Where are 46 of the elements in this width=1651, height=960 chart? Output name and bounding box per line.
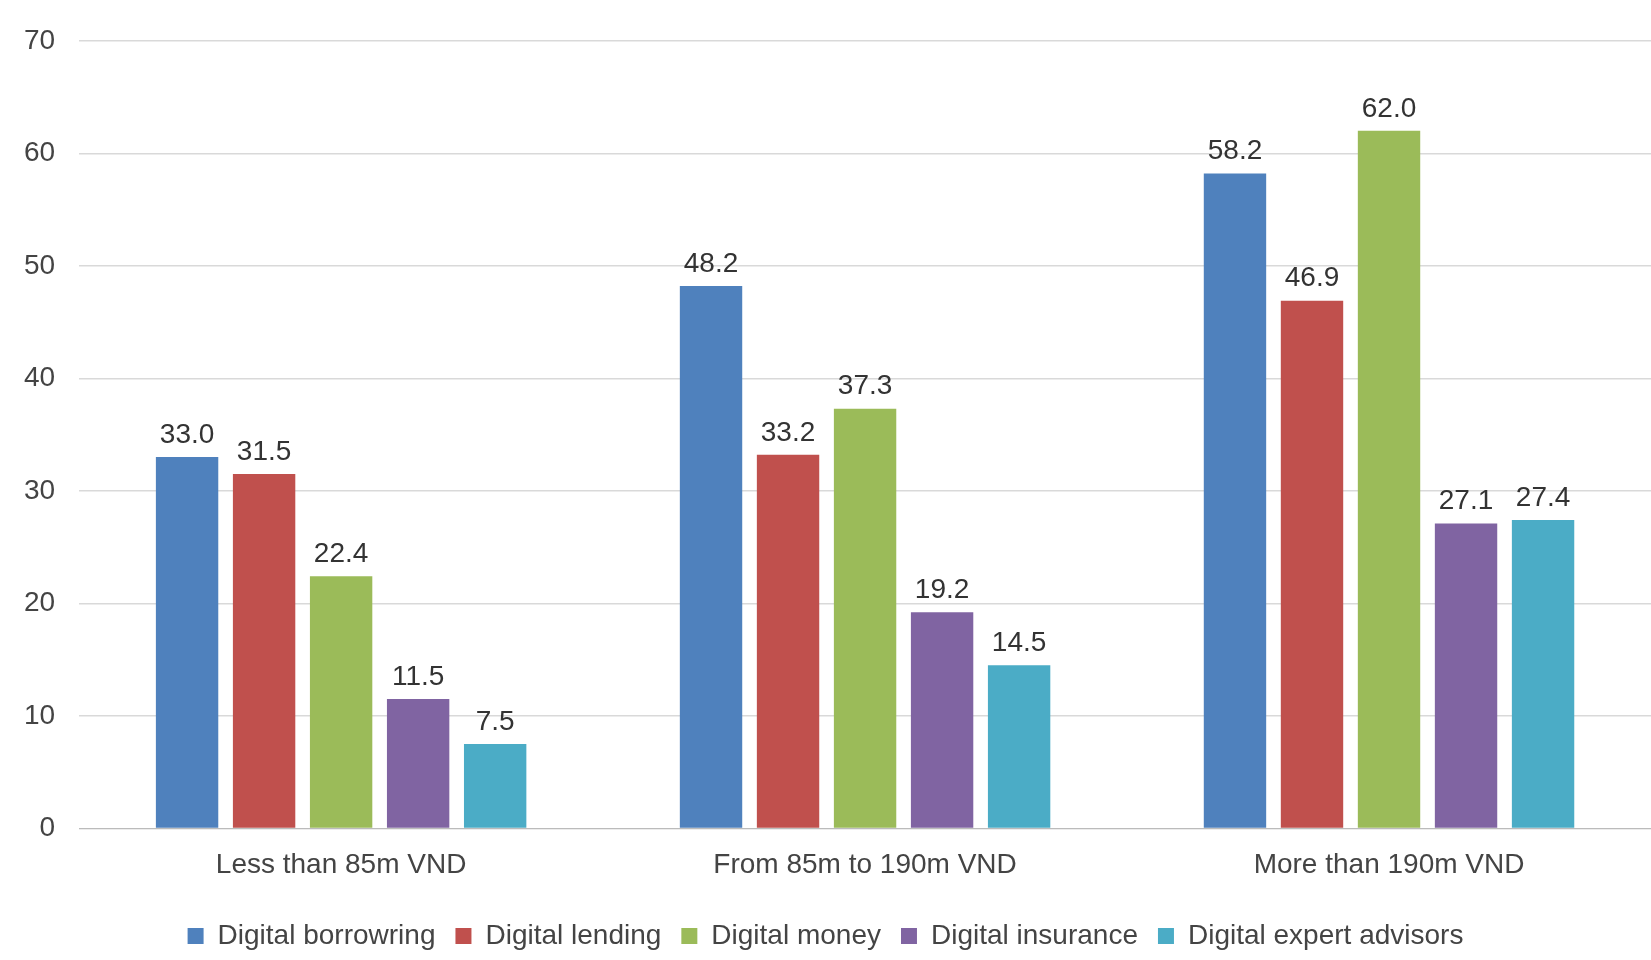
y-tick-label: 40 [23,361,56,393]
y-tick-label: 60 [23,136,56,168]
bar [386,699,450,828]
bar [463,744,527,828]
y-tick-label: 0 [39,811,56,843]
y-tick-label: 70 [23,23,56,55]
legend-label: Digital expert advisors [1187,918,1464,950]
bar [910,612,974,828]
data-label: 27.4 [1515,480,1571,512]
y-tick-label: 30 [23,473,56,505]
data-label: 22.4 [313,537,369,569]
data-label: 62.0 [1361,91,1417,123]
data-label: 7.5 [475,704,515,736]
data-label: 14.5 [991,625,1047,657]
x-tick-label: More than 190m VND [1253,847,1525,879]
y-tick-label: 20 [23,586,56,618]
x-tick-label: From 85m to 190m VND [713,847,1017,879]
data-label: 46.9 [1284,261,1340,293]
y-tick-label: 50 [23,248,56,280]
bar [987,665,1051,828]
bar [1280,300,1344,828]
bar [833,408,897,828]
data-label: 37.3 [837,369,893,401]
data-label: 33.0 [159,417,215,449]
bar [232,473,296,828]
legend-label: Digital borrowring [217,918,436,950]
bar [1357,130,1421,828]
bar [1203,173,1267,828]
data-label: 19.2 [914,573,970,605]
data-label: 11.5 [391,659,445,691]
bar [756,454,820,828]
data-label: 58.2 [1207,134,1263,166]
x-tick-label: Less than 85m VND [215,847,467,879]
data-label: 48.2 [683,246,739,278]
legend-label: Digital lending [485,918,662,950]
legend-label: Digital money [711,918,881,950]
legend-label: Digital insurance [930,918,1138,950]
bar [309,576,373,828]
data-label: 27.1 [1438,484,1494,516]
bar [1434,523,1498,828]
data-label: 31.5 [236,434,292,466]
bar [1511,520,1575,828]
y-tick-label: 10 [23,698,56,730]
bar [679,286,743,828]
bar [155,457,219,828]
data-label: 33.2 [760,415,816,447]
